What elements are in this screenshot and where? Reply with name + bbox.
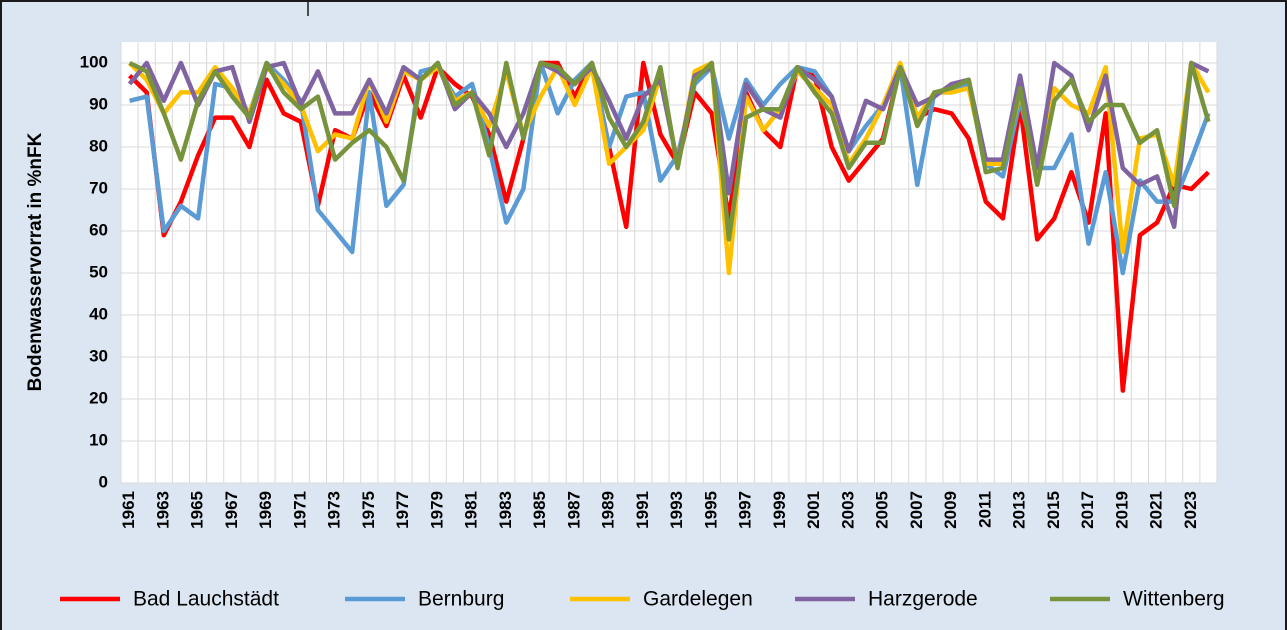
x-tick-label: 1983 [496, 491, 515, 529]
y-tick-label: 40 [89, 304, 108, 323]
x-tick-label: 2015 [1044, 491, 1063, 529]
x-tick-label: 1967 [222, 491, 241, 529]
x-tick-label: 1971 [290, 491, 309, 529]
x-tick-label: 1995 [701, 491, 720, 529]
x-tick-label: 2003 [838, 491, 857, 529]
y-tick-label: 70 [89, 178, 108, 197]
y-tick-label: 90 [89, 94, 108, 113]
x-tick-label: 2023 [1181, 491, 1200, 529]
legend-label: Wittenberg [1123, 588, 1225, 611]
y-tick-label: 60 [89, 220, 108, 239]
x-tick-label: 1987 [564, 491, 583, 529]
x-tick-label: 1999 [770, 491, 789, 529]
x-tick-label: 2017 [1078, 491, 1097, 529]
x-tick-label: 2021 [1147, 491, 1166, 529]
x-tick-label: 1975 [359, 491, 378, 529]
x-tick-label: 1963 [153, 491, 172, 529]
x-tick-label: 2009 [941, 491, 960, 529]
x-tick-label: 2005 [873, 491, 892, 529]
x-tick-label: 1991 [633, 491, 652, 529]
x-tick-label: 1969 [256, 491, 275, 529]
x-tick-label: 2001 [804, 491, 823, 529]
x-tick-label: 2011 [975, 491, 994, 528]
x-tick-label: 2019 [1112, 491, 1131, 529]
x-tick-label: 1977 [393, 491, 412, 529]
x-tick-label: 1989 [599, 491, 618, 529]
legend-label: Bad Lauchstädt [133, 588, 279, 611]
x-tick-label: 1973 [325, 491, 344, 529]
x-tick-label: 1961 [119, 491, 138, 529]
legend-label: Harzgerode [868, 588, 978, 611]
y-tick-label: 10 [89, 430, 108, 449]
x-tick-label: 1981 [462, 491, 481, 529]
y-tick-label: 20 [89, 388, 108, 407]
y-tick-label: 0 [99, 472, 108, 491]
y-tick-label: 30 [89, 346, 108, 365]
x-tick-label: 2007 [907, 491, 926, 529]
legend-label: Bernburg [418, 588, 504, 611]
y-tick-label: 50 [89, 262, 108, 281]
x-tick-label: 1985 [530, 491, 549, 529]
y-tick-label: 100 [80, 52, 108, 71]
legend-label: Gardelegen [643, 588, 753, 611]
x-tick-label: 1993 [667, 491, 686, 529]
x-tick-label: 1997 [736, 491, 755, 529]
series-line [128, 60, 1211, 242]
x-tick-label: 1965 [188, 491, 207, 529]
y-axis-title: Bodenwasservorrat in %nFK [25, 132, 46, 391]
y-tick-label: 80 [89, 136, 108, 155]
x-tick-label: 2013 [1010, 491, 1029, 529]
x-tick-label: 1979 [427, 491, 446, 529]
